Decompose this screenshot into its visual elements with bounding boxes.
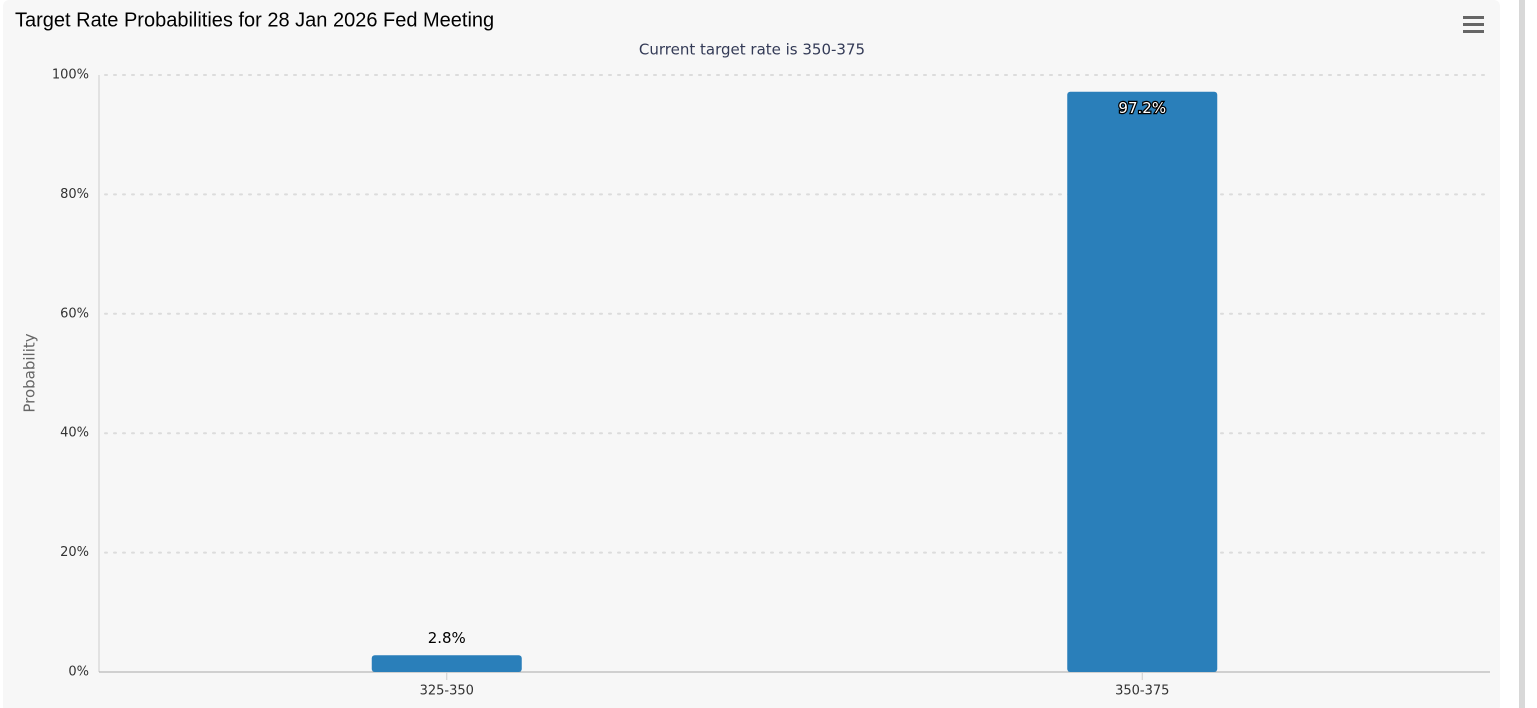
- y-tick-label: 60%: [60, 306, 89, 321]
- x-tick-label: 325-350: [420, 684, 474, 699]
- y-axis-label: Probability: [21, 333, 39, 412]
- y-tick-label: 80%: [60, 187, 89, 202]
- bar: [1067, 91, 1218, 672]
- menu-line: [1463, 30, 1484, 33]
- y-tick-label: 40%: [60, 426, 89, 441]
- chart-panel: [3, 0, 1500, 708]
- bar: [371, 655, 522, 672]
- menu-line: [1463, 16, 1484, 19]
- data-label: 2.8%: [428, 629, 466, 647]
- y-tick-label: 0%: [68, 665, 89, 680]
- data-label: 97.2%: [1118, 99, 1166, 117]
- menu-line: [1463, 23, 1484, 26]
- y-tick-label: 100%: [52, 68, 89, 83]
- y-tick-label: 20%: [60, 545, 89, 560]
- menu-button[interactable]: [1463, 16, 1484, 33]
- x-tick-label: 350-375: [1115, 684, 1169, 699]
- chart-subtitle: Current target rate is 350-375: [639, 41, 865, 59]
- scrollbar: [1519, 0, 1525, 708]
- chart-title: Target Rate Probabilities for 28 Jan 202…: [15, 9, 494, 31]
